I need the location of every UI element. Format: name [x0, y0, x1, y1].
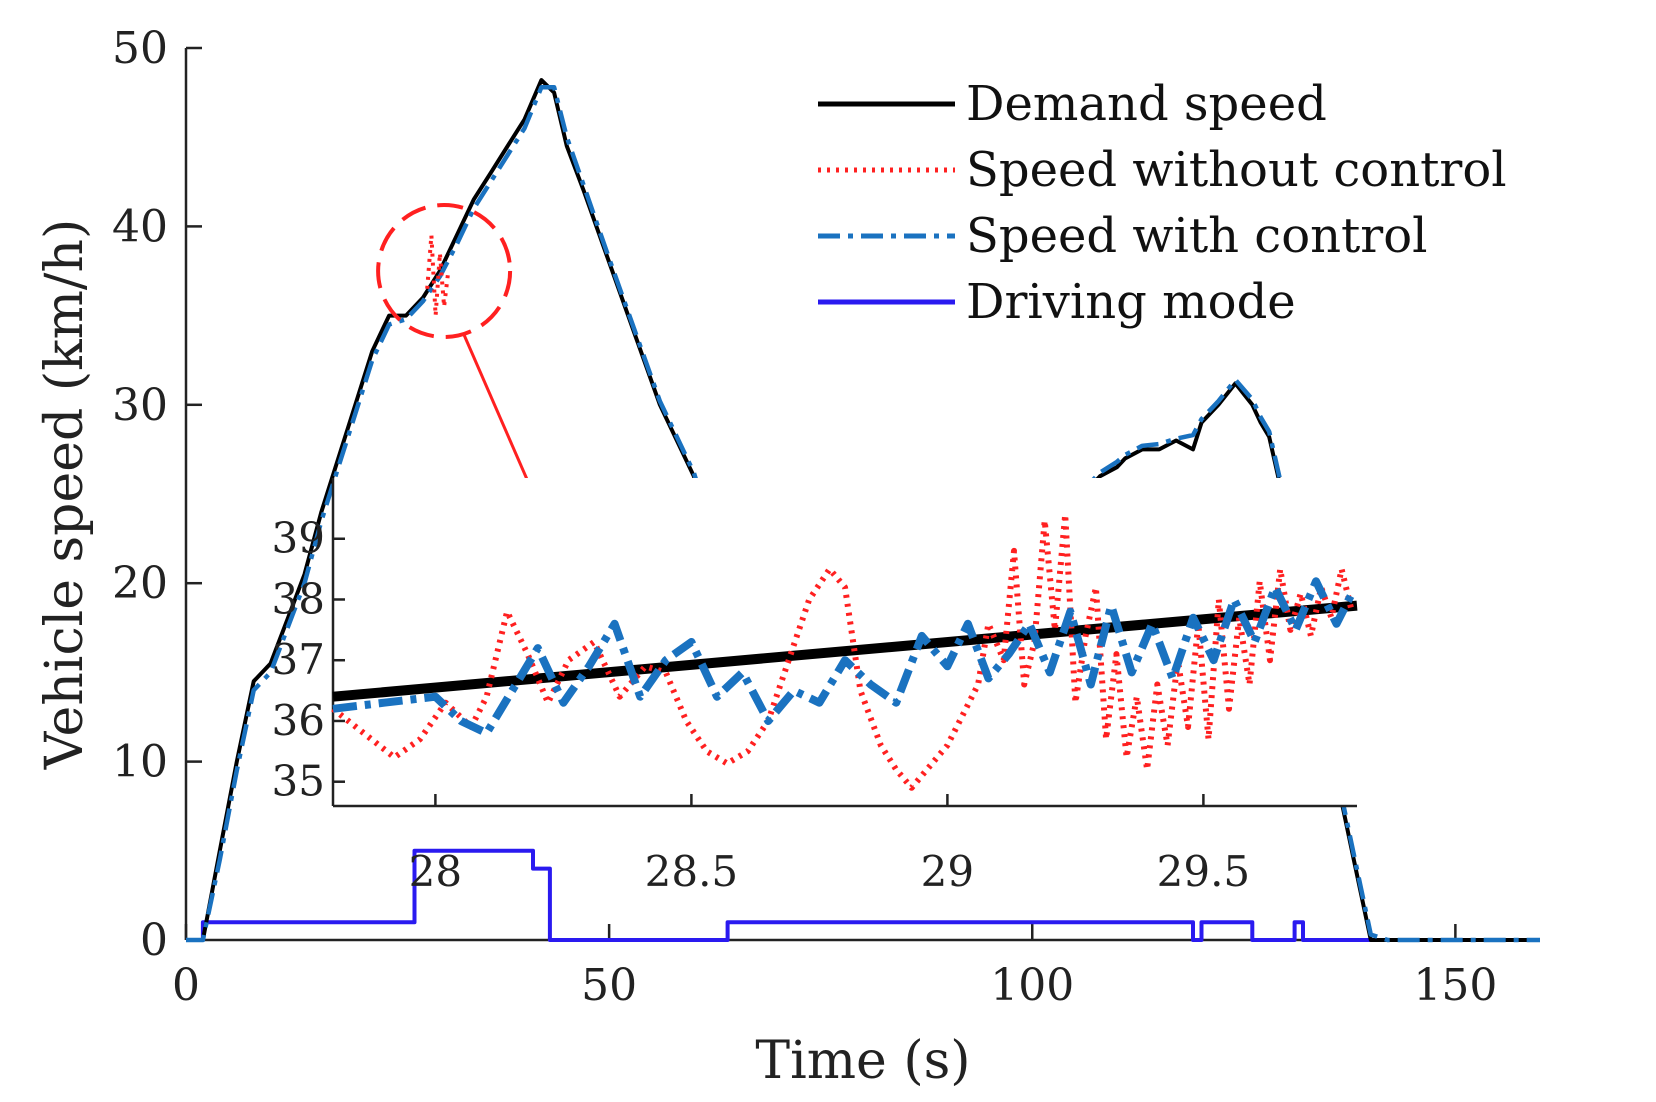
speed-without-control-line: [425, 233, 451, 318]
y-tick-label: 40: [112, 201, 168, 252]
x-tick-label: 0: [172, 960, 200, 1011]
legend-speed-with-control-label: Speed with control: [966, 208, 1427, 264]
x-tick-label: 150: [1413, 960, 1497, 1011]
y-tick-label: 30: [112, 380, 168, 431]
y-tick-label: 0: [140, 915, 168, 966]
legend: Demand speed Speed without control Speed w…: [818, 76, 1507, 330]
legend-demand-speed-label: Demand speed: [966, 76, 1327, 132]
inset-speed-with-control-line: [332, 577, 1356, 738]
inset-x-tick-label: 28.5: [645, 847, 739, 896]
legend-speed-without-control-label: Speed without control: [966, 142, 1507, 198]
legend-speed-without-control: Speed without control: [818, 142, 1507, 198]
y-tick-label: 20: [112, 558, 168, 609]
y-axis-label: Vehicle speed (km/h): [35, 219, 95, 770]
inset-speed-without-control-line: [331, 511, 1355, 791]
inset-y-tick-label: 36: [272, 696, 325, 745]
driving-mode-line: [186, 848, 1540, 942]
inset-plot: 35 36 37 38 39 28 28.5 29 29.5: [272, 478, 1358, 896]
inset-y-tick-label: 37: [272, 635, 325, 684]
x-tick-label: 50: [581, 960, 637, 1011]
x-axis-label: Time (s): [755, 1031, 970, 1091]
legend-driving-mode-label: Driving mode: [966, 274, 1296, 330]
y-tick-label: 10: [112, 737, 168, 788]
x-tick-label: 100: [990, 960, 1074, 1011]
inset-y-tick-label: 39: [272, 514, 325, 563]
inset-y-tick-label: 38: [272, 574, 325, 623]
inset-background: [333, 478, 1357, 806]
legend-speed-with-control: Speed with control: [818, 208, 1427, 264]
legend-driving-mode: Driving mode: [818, 274, 1296, 330]
inset-demand-speed-line: [332, 600, 1358, 702]
inset-x-tick-label: 29.5: [1157, 847, 1251, 896]
y-tick-label: 50: [112, 23, 168, 74]
zoom-circle: [376, 203, 513, 339]
inset-y-tick-label: 35: [272, 757, 325, 806]
legend-demand-speed: Demand speed: [818, 76, 1327, 132]
speed-with-control-line: [186, 84, 1540, 943]
inset-x-tick-label: 29: [921, 847, 974, 896]
inset-x-tick-label: 28: [409, 847, 462, 896]
